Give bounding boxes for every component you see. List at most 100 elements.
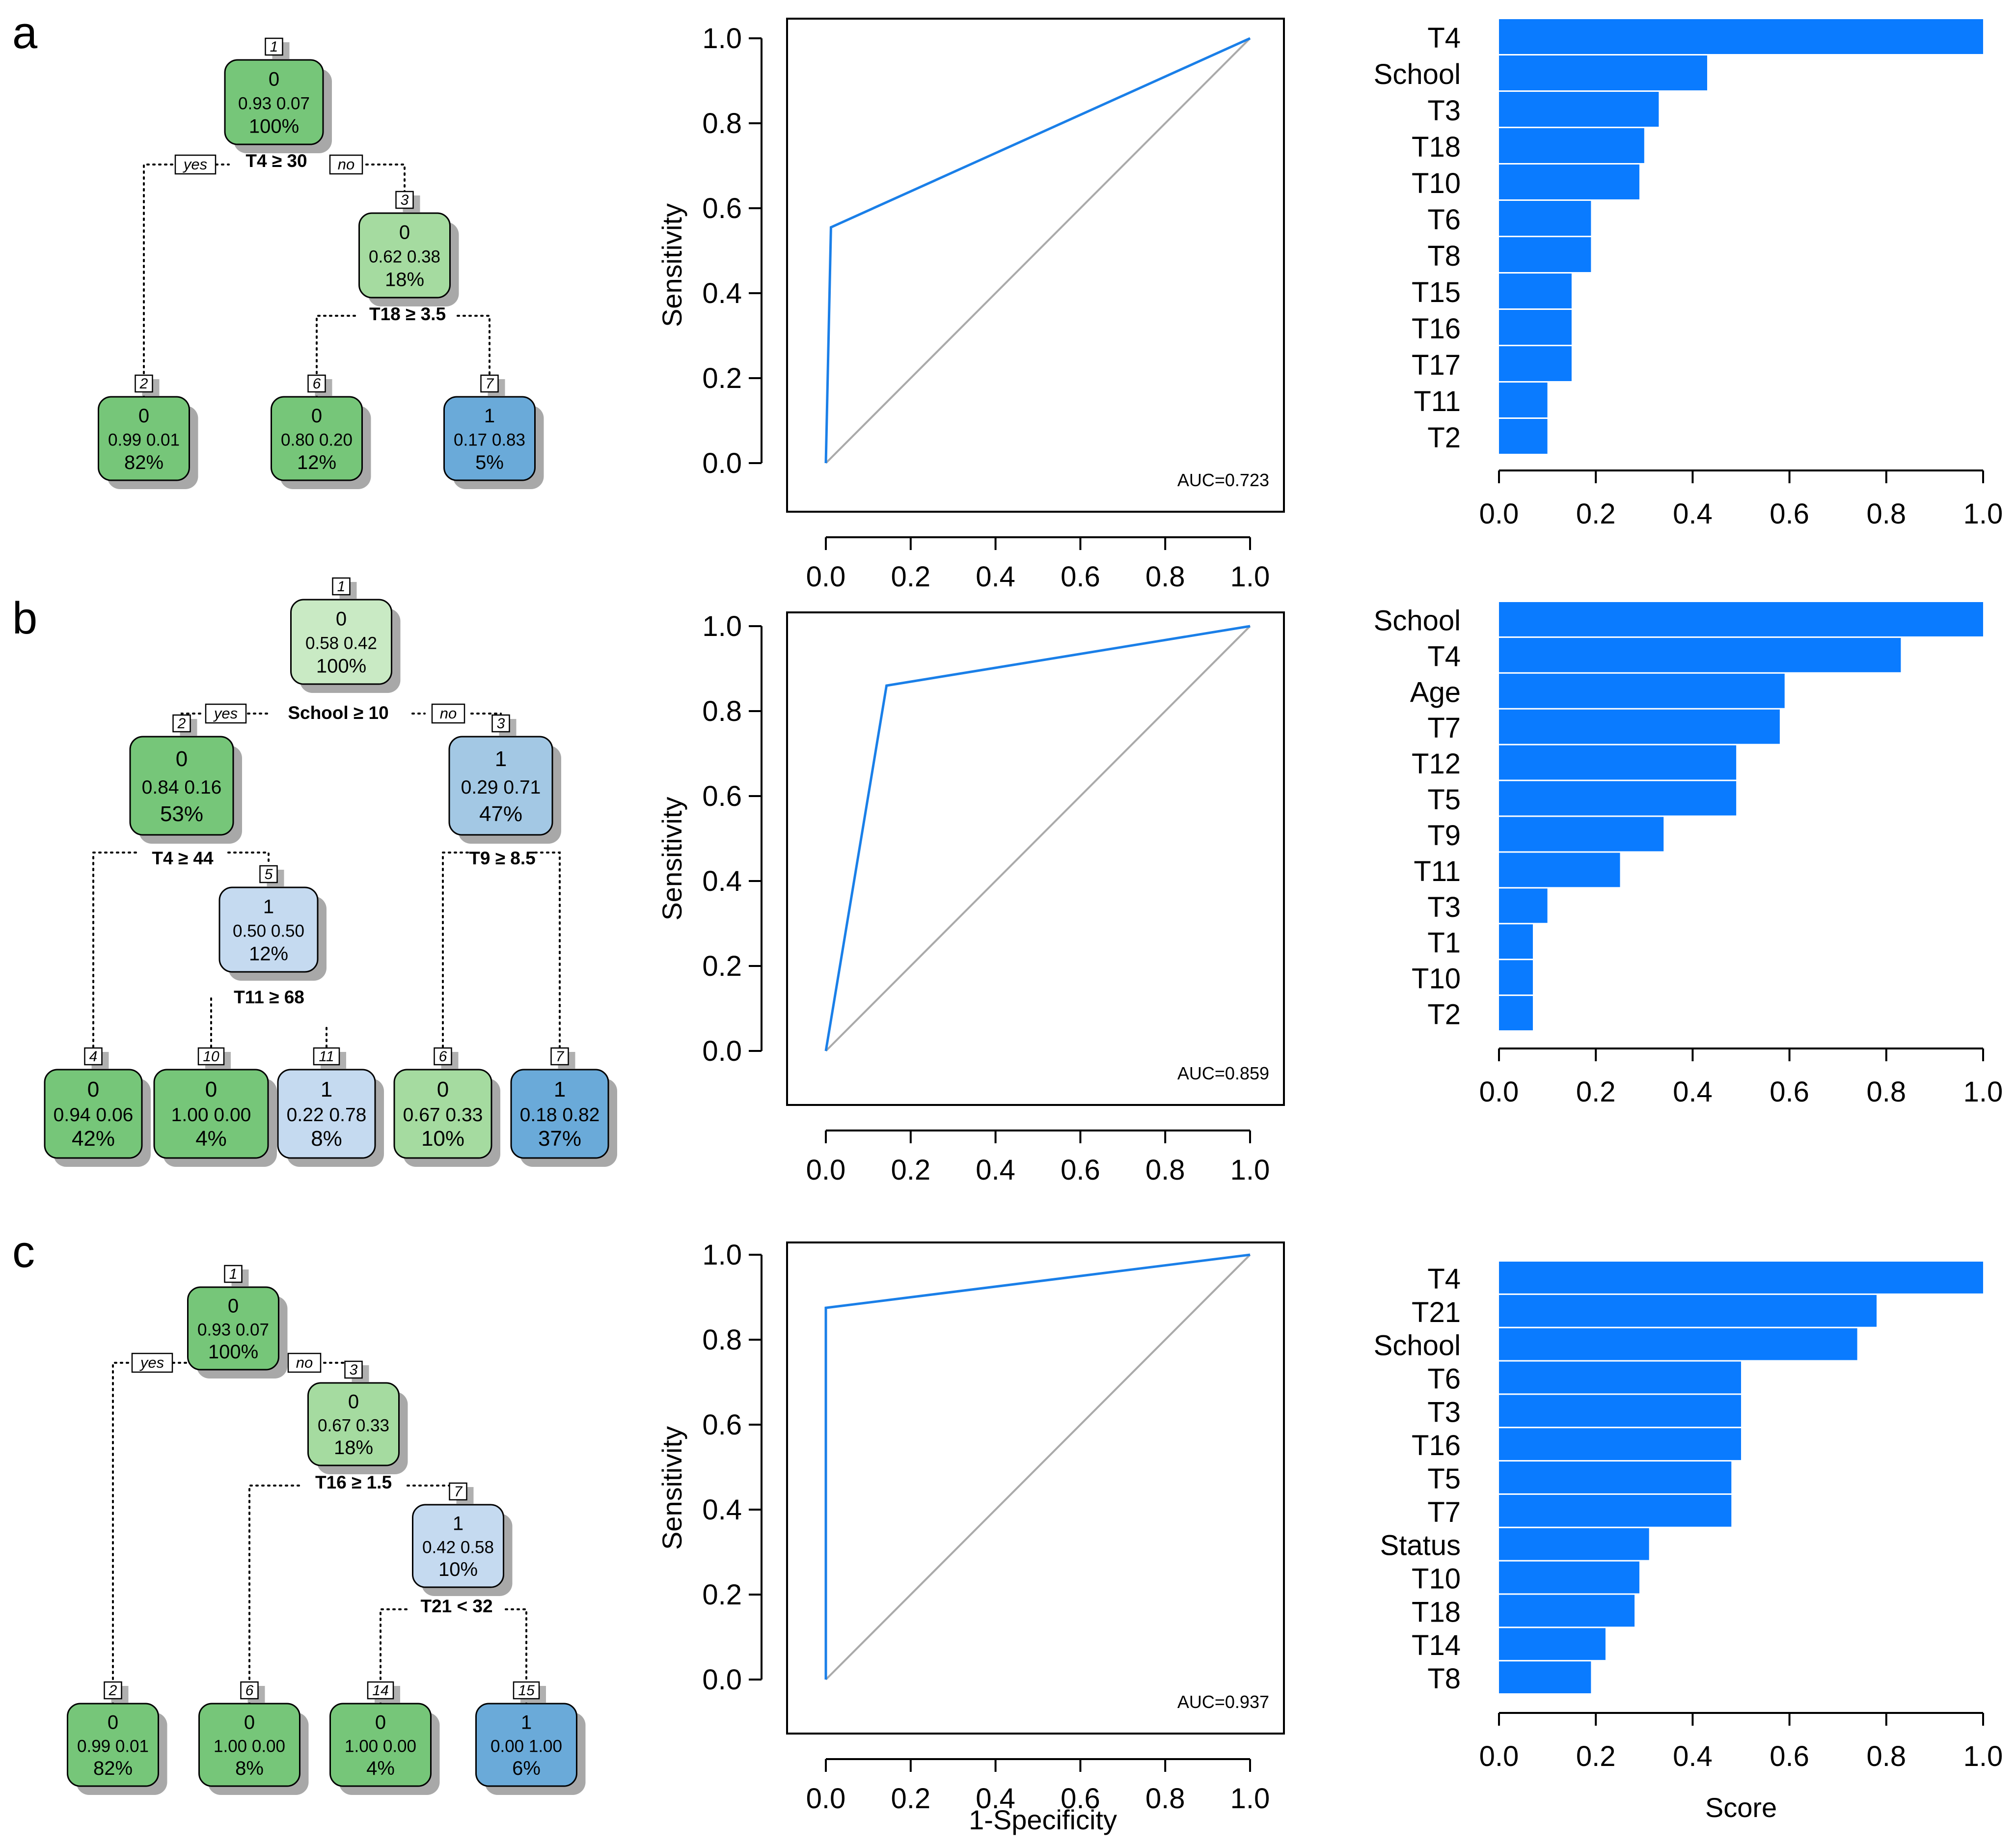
node-class: 1 <box>321 1077 332 1102</box>
node-class: 0 <box>87 1077 99 1102</box>
branch-label-no: no <box>338 156 354 173</box>
bar-t4 <box>1499 637 1901 672</box>
split-rule: T4 ≥ 30 <box>245 151 307 171</box>
node-class: 0 <box>348 1391 359 1413</box>
node-probabilities: 0.94 0.06 <box>54 1104 134 1126</box>
x-tick-label: 0.4 <box>1673 498 1713 530</box>
node-id-box <box>449 1482 467 1501</box>
chance-diagonal <box>825 625 1251 1052</box>
x-tick-label: 0.6 <box>1770 498 1809 530</box>
split-rule: T11 ≥ 68 <box>234 987 304 1007</box>
x-tick-label: 0.8 <box>1866 1076 1906 1108</box>
plot-frame <box>786 18 1285 513</box>
tree-connector <box>505 1608 527 1704</box>
node-box <box>153 1069 269 1159</box>
x-axis-title: 1-Specificity <box>969 1804 1117 1835</box>
node-probabilities: 0.50 0.50 <box>233 922 304 941</box>
node-box <box>393 1069 492 1159</box>
node-box <box>129 736 234 836</box>
bar-label-t5: T5 <box>1427 784 1461 816</box>
tree-node-1: 1 0 0.58 0.42 100% <box>290 577 401 693</box>
roc-chart-c: 0.0 0.2 0.4 0.6 0.8 1.0 1-Specificity 0.0 0.2 0.4… <box>656 1239 1285 1835</box>
node-probabilities: 0.99 0.01 <box>108 431 180 450</box>
bar-t17 <box>1499 346 1572 381</box>
y-tick-label: 1.0 <box>702 610 742 642</box>
y-tick-label: 1.0 <box>702 23 742 55</box>
node-percent: 100% <box>249 115 299 137</box>
branch-label-box-yes <box>131 1352 173 1373</box>
y-tick-label: 0.8 <box>702 1324 742 1356</box>
tree-connector <box>112 1362 133 1704</box>
node-box <box>510 1069 609 1159</box>
x-tick-label: 1.0 <box>1963 1740 2003 1772</box>
bar-label-t1: T1 <box>1427 927 1461 959</box>
x-tick-label: 0.0 <box>806 561 846 593</box>
node-percent: 82% <box>93 1758 133 1779</box>
x-tick-label: 0.8 <box>1145 1154 1185 1186</box>
node-probabilities: 0.42 0.58 <box>422 1538 494 1557</box>
roc-chart-a: 0.0 0.2 0.4 0.6 0.8 1.0 0.0 0.2 0.4 0.6 0.8 1.0 Sens… <box>656 18 1285 593</box>
bar-label-t5: T5 <box>1427 1463 1461 1495</box>
node-id: 6 <box>439 1048 447 1065</box>
branch-label-box-yes <box>205 703 247 724</box>
bar-label-t2: T2 <box>1427 999 1461 1031</box>
node-id: 1 <box>337 579 346 595</box>
roc-curve-line <box>824 625 1251 1051</box>
plot-frame <box>786 611 1285 1106</box>
y-axis-title: Sensitivity <box>656 1426 687 1550</box>
bar-t8 <box>1499 1661 1591 1693</box>
y-axis: 0.0 0.2 0.4 0.6 0.8 1.0 Sensitivity <box>656 1239 763 1696</box>
x-tick-label: 0.0 <box>1479 1740 1519 1772</box>
node-box <box>307 1382 400 1466</box>
bar-label-t18: T18 <box>1412 131 1461 163</box>
node-id: 11 <box>319 1048 334 1065</box>
y-axis: 0.0 0.2 0.4 0.6 0.8 1.0 Sensitivity <box>656 23 763 479</box>
node-probabilities: 1.00 0.00 <box>345 1737 416 1756</box>
bar-t11 <box>1499 853 1620 887</box>
node-id-box <box>224 1265 243 1283</box>
bar-label-t11: T11 <box>1414 386 1461 417</box>
node-id-box <box>240 1681 259 1700</box>
split-rule: T18 ≥ 3.5 <box>369 304 446 324</box>
bar-label-t6: T6 <box>1427 204 1461 236</box>
bar-label-t11: T11 <box>1414 855 1461 887</box>
importance-chart-a: T4 School T3 T18 T10 T6 T8 T15 T16 T17 T11 T2 0.0 0.2… <box>1374 19 2003 530</box>
tree-a: yes no T4 ≥ 30 T18 ≥ 3.5 1 0 0.93 0.07 100% 3 0 0.… <box>98 37 544 489</box>
node-id-box <box>135 374 153 393</box>
bar-label-t3: T3 <box>1427 891 1461 923</box>
bar-t2 <box>1499 419 1548 454</box>
bar-label-age: Age <box>1410 676 1461 708</box>
split-rule: School ≥ 10 <box>288 703 388 723</box>
node-class: 0 <box>311 405 322 427</box>
node-box <box>67 1703 159 1787</box>
node-box <box>448 736 553 836</box>
tree-connector <box>248 1485 301 1704</box>
x-tick-label: 0.4 <box>976 1783 1015 1815</box>
x-tick-label: 1.0 <box>1963 1076 2003 1108</box>
bar-label-t7: T7 <box>1427 712 1461 744</box>
panel-label-a: a <box>12 8 38 58</box>
node-box <box>290 599 392 685</box>
node-id-box <box>513 1681 540 1700</box>
auc-annotation: AUC=0.859 <box>1177 1063 1269 1083</box>
node-percent: 100% <box>208 1341 258 1363</box>
bar-t18 <box>1499 128 1644 163</box>
node-box <box>412 1504 504 1588</box>
node-id: 3 <box>497 716 505 732</box>
node-percent: 8% <box>311 1127 342 1151</box>
node-box <box>271 396 363 481</box>
x-tick-label: 0.4 <box>1673 1740 1713 1772</box>
tree-connector <box>442 852 470 1066</box>
tree-node-3: 3 1 0.29 0.71 47% <box>448 714 561 844</box>
y-tick-label: 0.4 <box>702 277 742 309</box>
node-percent: 18% <box>334 1437 373 1459</box>
split-rule: T16 ≥ 1.5 <box>315 1472 392 1492</box>
node-percent: 53% <box>160 802 203 826</box>
node-id-box <box>434 1047 452 1066</box>
tree-node-5: 5 1 0.50 0.50 12% <box>218 865 327 981</box>
